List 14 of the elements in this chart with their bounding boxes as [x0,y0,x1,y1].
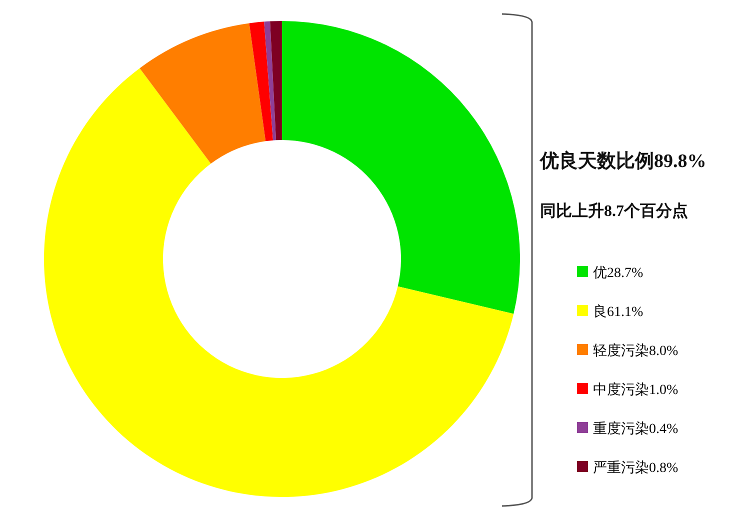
donut-slice [264,21,276,140]
donut-slice [270,21,282,140]
legend-label: 轻度污染8.0% [593,343,678,359]
donut-slice [44,68,514,497]
text: 同比上升8.7个百分点 [540,202,688,220]
legend-label: 重度污染0.4% [593,421,678,437]
donut-slice [282,21,520,314]
donut-slice [140,23,266,164]
donut-slice [249,22,274,142]
legend-label: 良61.1% [593,304,644,320]
legend-label: 中度污染1.0% [593,382,678,398]
text: 优良天数比例89.8% [539,150,706,172]
legend-label: 严重污染0.8% [593,460,678,476]
legend-label: 优28.7% [593,265,644,281]
